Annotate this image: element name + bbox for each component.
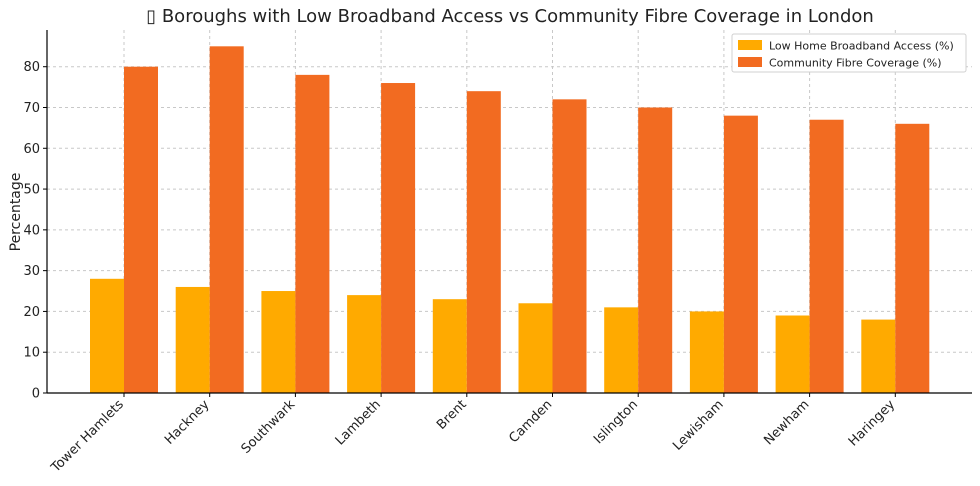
x-tick-label: Hackney [162,397,213,448]
bar-low-broadband [261,291,296,393]
bars [90,46,930,394]
legend-swatch [738,57,762,67]
x-tick-label: Lewisham [670,397,727,454]
y-tick-label: 40 [23,223,40,238]
x-tick-label: Newham [761,397,812,448]
x-tick-label: Southwark [239,397,299,457]
bar-community-fibre [466,91,501,393]
y-tick-label: 70 [23,101,40,116]
bar-low-broadband [90,278,124,393]
bar-low-broadband [175,286,210,393]
y-tick-label: 20 [23,305,40,320]
x-tick-label: Camden [506,397,555,446]
bar-community-fibre [552,99,587,393]
x-tick-label: Haringey [846,397,898,449]
bar-community-fibre [723,115,758,394]
bar-community-fibre [381,83,416,394]
x-tick-label: Tower Hamlets [48,397,127,476]
bar-low-broadband [775,315,810,393]
bar-community-fibre [124,66,158,394]
bar-community-fibre [295,74,330,393]
bar-community-fibre [895,123,930,393]
y-axis-label: Percentage [8,173,24,252]
y-tick-label: 50 [23,183,40,198]
x-tick-label: Lambeth [333,397,384,448]
legend: Low Home Broadband Access (%) Community F… [731,33,967,73]
bar-low-broadband [689,311,724,393]
y-ticks: 0 10 20 30 40 50 60 70 80 [23,60,47,402]
y-tick-label: 60 [23,142,40,157]
bar-community-fibre [809,119,844,393]
bar-low-broadband [432,299,467,393]
chart-title: ▯ Boroughs with Low Broadband Access vs … [146,6,874,27]
x-tick-label: Brent [434,397,470,433]
y-tick-label: 80 [23,60,40,75]
y-tick-label: 10 [23,346,40,361]
bar-low-broadband [604,307,639,393]
bar-low-broadband [861,319,896,393]
bar-low-broadband [347,295,382,393]
bar-community-fibre [638,107,673,393]
y-tick-label: 0 [32,387,40,402]
y-tick-label: 30 [23,264,40,279]
axes [46,30,972,394]
legend-swatch [738,40,762,50]
x-ticks: Tower Hamlets Hackney Southwark Lambeth Bren… [48,393,898,476]
bar-low-broadband [518,303,553,393]
legend-label: Community Fibre Coverage (%) [769,57,942,70]
legend-label: Low Home Broadband Access (%) [769,40,954,53]
bar-community-fibre [209,46,244,393]
x-tick-label: Islington [591,397,641,447]
legend-box [731,33,967,73]
